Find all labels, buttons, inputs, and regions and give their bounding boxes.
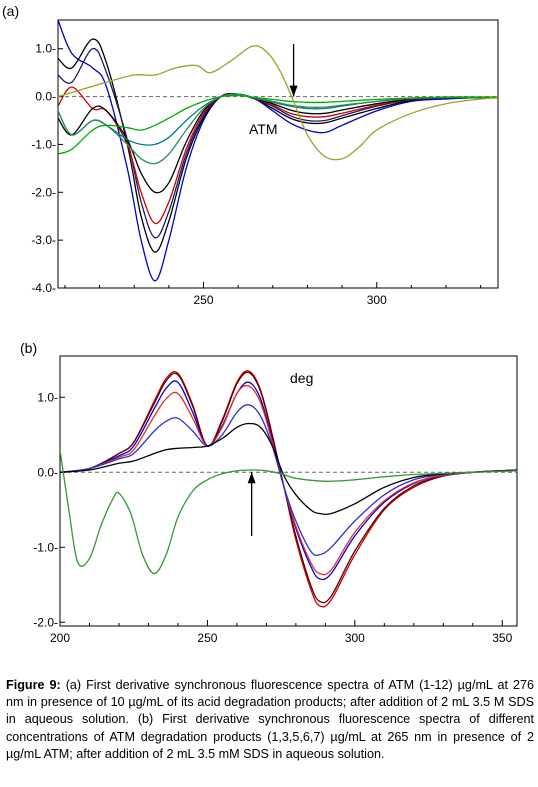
y-tick-label: -4.0- [31, 281, 56, 295]
y-tick-label: -1.0- [31, 137, 56, 151]
y-tick-label: 0.0- [35, 90, 56, 104]
panel-b-curves [60, 370, 517, 608]
series-line-1 [58, 20, 498, 282]
series-line-6 [58, 93, 498, 146]
series-line-5 [60, 404, 517, 556]
series-line-3 [60, 380, 517, 581]
panel-b-annotation: deg [290, 370, 313, 386]
x-tick-label: 300 [367, 293, 387, 307]
panel-a-x-ticks: 250 300 [64, 282, 482, 307]
panel-b-label: (b) [20, 340, 37, 356]
series-line-2 [60, 371, 517, 604]
x-tick-label: 350 [492, 631, 512, 645]
x-tick-label: 250 [197, 631, 217, 645]
series-line-8 [58, 94, 498, 155]
series-line-6 [60, 422, 517, 516]
y-tick-label: -3.0- [31, 233, 56, 247]
y-tick-label: 1.0- [35, 42, 56, 56]
panel-b: (b) 1.0- 0.0- -1.0- -2.0- 200 250 300 350 deg [20, 340, 518, 645]
panel-a: (a) 1.0-0.0--1.0--2.0--3.0--4.0- 250 300 … [2, 3, 499, 307]
panel-a-curves [58, 20, 498, 282]
x-tick-label: 300 [345, 631, 365, 645]
panel-a-y-ticks: 1.0- 0.0- -1.0- -2.0- -3.0- -4.0- [31, 42, 63, 295]
y-tick-label: 0.0- [37, 465, 58, 479]
caption-text: (a) First derivative synchronous fluores… [6, 678, 534, 761]
y-tick-label: 1.0- [37, 390, 58, 404]
series-line-7 [58, 93, 498, 165]
panel-b-frame [59, 355, 518, 627]
panel-a-label: (a) [2, 3, 19, 19]
panel-b-y-ticks: 1.0- 0.0- -1.0- -2.0- [33, 390, 65, 629]
series-line-9 [58, 45, 498, 161]
figure-caption: Figure 9: (a) First derivative synchrono… [6, 677, 534, 763]
x-tick-label: 250 [193, 293, 213, 307]
series-line-4 [60, 384, 517, 576]
y-tick-label: -1.0- [33, 540, 58, 554]
panel-a-annotation: ATM [249, 121, 278, 137]
y-tick-label: -2.0- [33, 615, 58, 629]
caption-label: Figure 9: [6, 678, 61, 692]
panel-b-arrow [247, 472, 256, 536]
panel-a-arrow [289, 43, 298, 97]
arrow-head [289, 85, 298, 97]
series-line-1 [60, 370, 517, 608]
panel-b-x-ticks: 200 250 300 350 [50, 620, 513, 645]
series-line-7 [60, 449, 517, 575]
series-line-2 [58, 38, 498, 253]
y-tick-label: -2.0- [31, 185, 56, 199]
x-tick-label: 200 [50, 631, 70, 645]
arrow-head [247, 472, 256, 484]
